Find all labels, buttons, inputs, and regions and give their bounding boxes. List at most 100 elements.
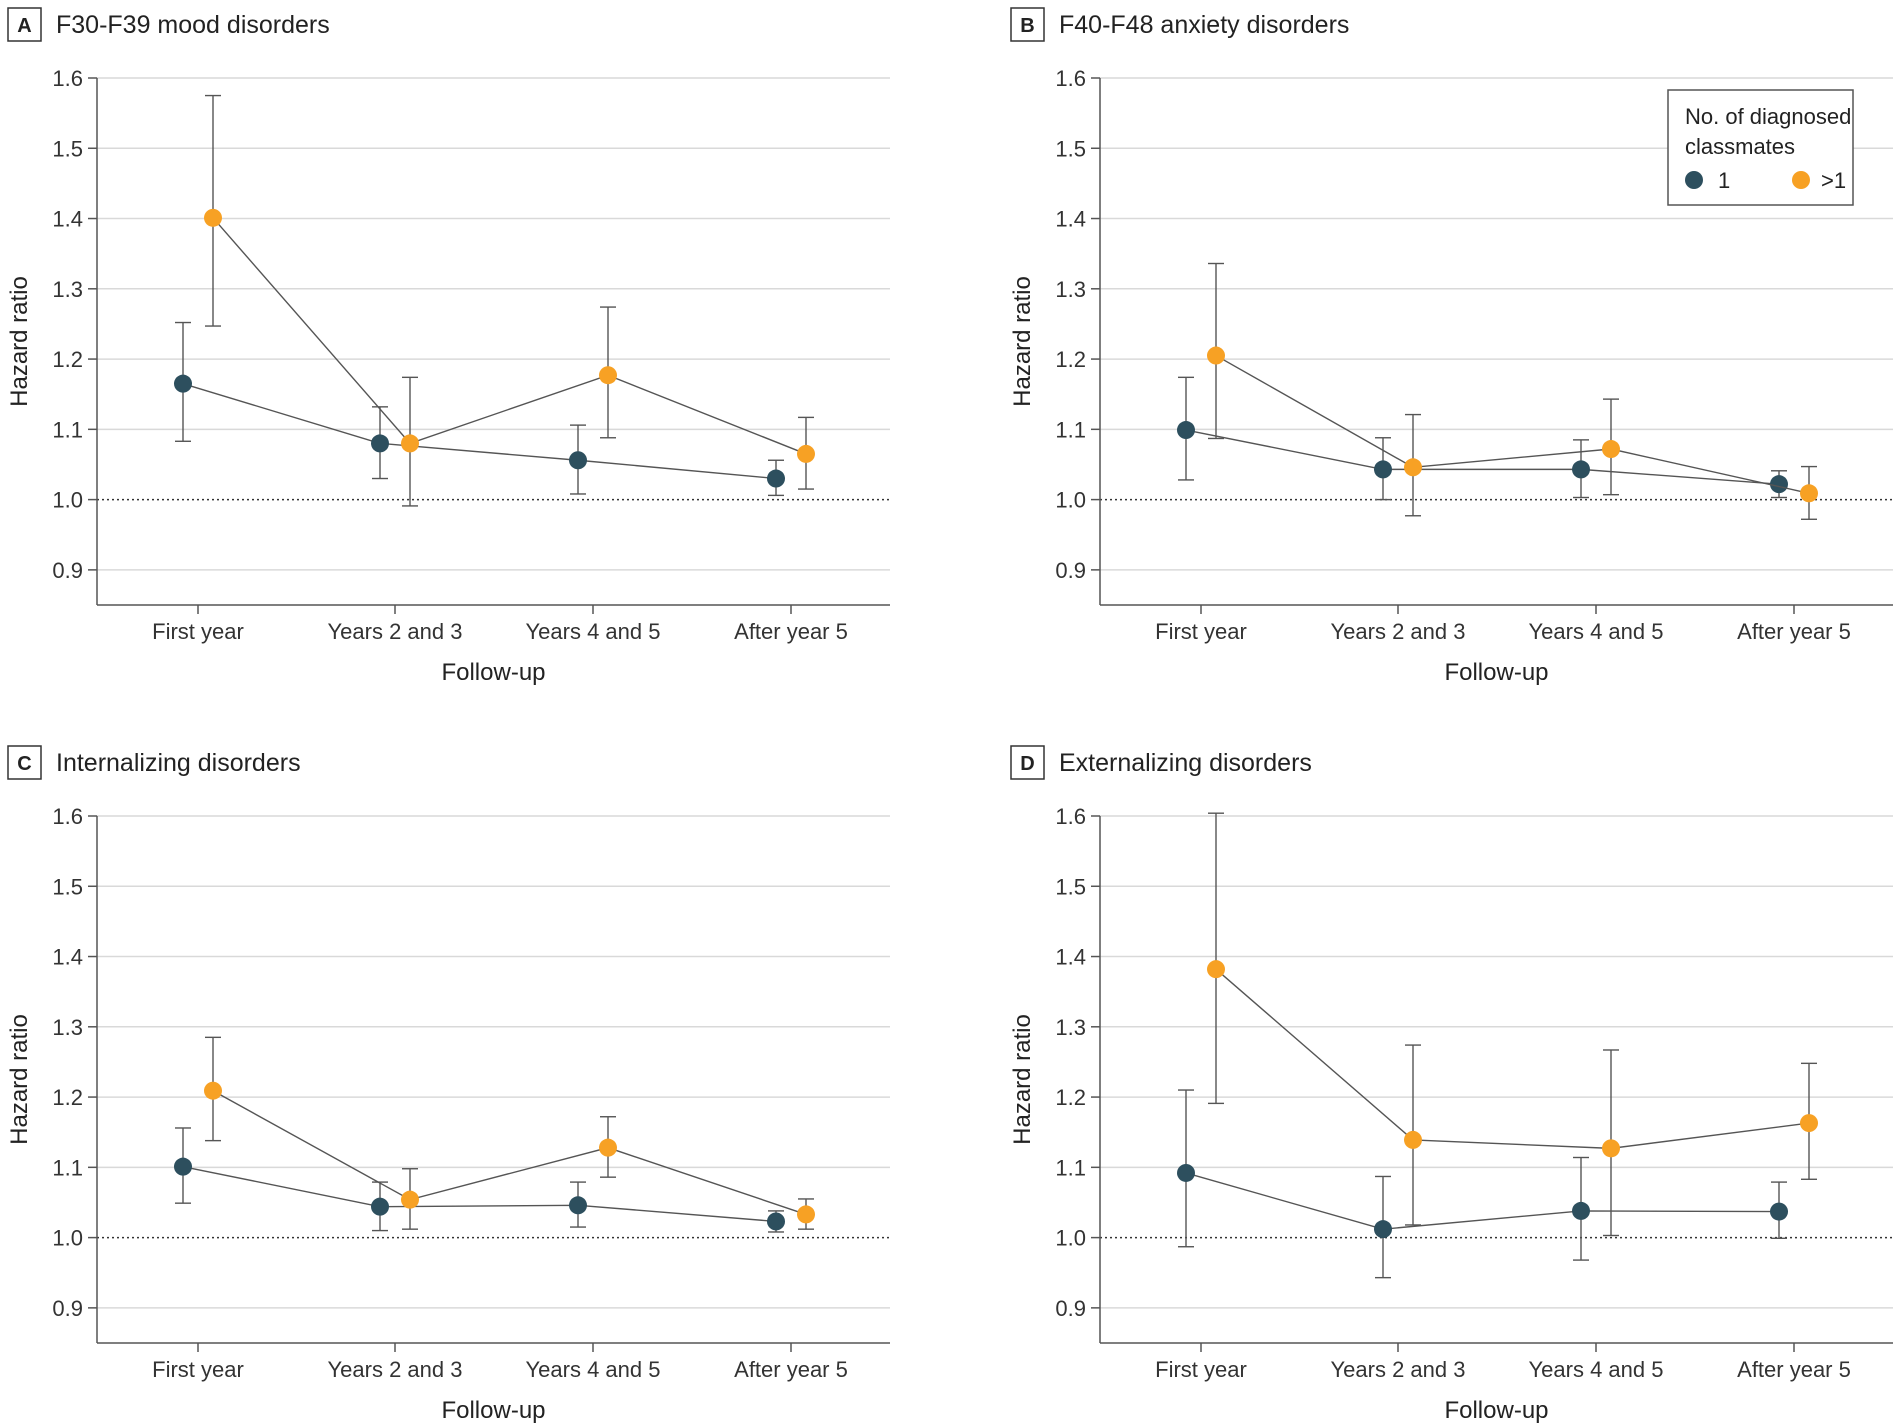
y-tick-label: 1.0 — [52, 488, 83, 513]
data-point-series-1 — [767, 469, 785, 488]
y-axis-label: Hazard ratio — [1009, 276, 1036, 407]
series-line-2 — [212, 1090, 807, 1216]
y-tick-label: 0.9 — [52, 558, 83, 583]
x-tick-label: Years 2 and 3 — [1331, 619, 1466, 644]
legend-item-series-1: 1 — [1718, 168, 1730, 193]
y-tick-label: 0.9 — [1055, 558, 1086, 583]
panel-A: A F30-F39 mood disorders 0.9 1.0 1.1 1.2 1.3 1.… — [6, 7, 890, 686]
legend-marker-series-2 — [1792, 171, 1810, 189]
y-tick-label: 1.3 — [52, 277, 83, 302]
y-tick-label: 1.6 — [1055, 804, 1086, 829]
x-tick-label: After year 5 — [1737, 619, 1851, 644]
y-tick-label: 1.5 — [52, 874, 83, 899]
x-axis-label: Follow-up — [441, 1397, 545, 1424]
data-point-series-2 — [1800, 1114, 1818, 1133]
data-point-series-1 — [569, 1196, 587, 1215]
y-tick-label: 0.9 — [1055, 1296, 1086, 1321]
data-point-series-1 — [1374, 1220, 1392, 1239]
y-tick-label: 1.6 — [1055, 66, 1086, 91]
x-tick-label: After year 5 — [734, 1357, 848, 1382]
data-point-series-1 — [1374, 460, 1392, 479]
x-tick-label: Years 4 and 5 — [526, 619, 661, 644]
y-axis-label: Hazard ratio — [1009, 1014, 1036, 1145]
panel-title: Internalizing disorders — [56, 749, 301, 777]
panel-letter: C — [17, 753, 31, 775]
data-point-series-2 — [1800, 484, 1818, 503]
panel-letter: D — [1020, 753, 1034, 775]
legend-item-series-2: >1 — [1821, 168, 1846, 193]
data-point-series-2 — [204, 1081, 222, 1100]
x-tick-label: Years 4 and 5 — [526, 1357, 661, 1382]
x-tick-label: Years 2 and 3 — [1331, 1357, 1466, 1382]
x-tick-label: Years 4 and 5 — [1529, 1357, 1664, 1382]
panel-C: C Internalizing disorders 0.9 1.0 1.1 1.2 1.3 1… — [6, 745, 890, 1424]
legend-title-line2: classmates — [1685, 134, 1795, 159]
x-tick-label: After year 5 — [734, 619, 848, 644]
data-point-series-2 — [1602, 440, 1620, 459]
panel-letter: B — [1020, 15, 1034, 37]
y-tick-label: 1.1 — [1055, 1155, 1086, 1180]
series-line-2 — [212, 217, 807, 455]
x-tick-label: First year — [1155, 619, 1247, 644]
data-point-series-1 — [1572, 1201, 1590, 1220]
data-point-series-2 — [204, 208, 222, 227]
x-tick-label: Years 4 and 5 — [1529, 619, 1664, 644]
x-tick-label: After year 5 — [1737, 1357, 1851, 1382]
y-tick-label: 1.4 — [52, 945, 83, 970]
y-tick-label: 1.4 — [1055, 207, 1086, 232]
y-tick-label: 1.3 — [1055, 277, 1086, 302]
x-axis-label: Follow-up — [1444, 1397, 1548, 1424]
y-tick-label: 1.4 — [52, 207, 83, 232]
y-tick-label: 1.1 — [52, 417, 83, 442]
data-point-series-1 — [371, 1197, 389, 1216]
data-point-series-2 — [797, 1205, 815, 1224]
legend: No. of diagnosed classmates 1 >1 — [1667, 89, 1854, 206]
x-tick-label: Years 2 and 3 — [328, 1357, 463, 1382]
panel-D: D Externalizing disorders 0.9 1.0 1.1 1.2 1.3 1… — [1009, 745, 1893, 1424]
data-point-series-2 — [797, 444, 815, 463]
y-tick-label: 1.2 — [52, 347, 83, 372]
series-line-2 — [1215, 968, 1810, 1150]
y-tick-label: 1.5 — [1055, 136, 1086, 161]
y-tick-label: 1.3 — [1055, 1015, 1086, 1040]
data-point-series-2 — [1207, 960, 1225, 979]
panel-letter-box — [1010, 745, 1045, 780]
y-tick-label: 1.1 — [52, 1155, 83, 1180]
series-line-2 — [1215, 354, 1810, 494]
data-point-series-1 — [174, 374, 192, 393]
x-tick-label: First year — [1155, 1357, 1247, 1382]
data-point-series-1 — [1177, 421, 1195, 440]
y-axis-label: Hazard ratio — [6, 276, 33, 407]
series-line-1 — [182, 1165, 777, 1223]
y-tick-label: 1.2 — [1055, 347, 1086, 372]
panel-title: F30-F39 mood disorders — [56, 11, 330, 39]
y-tick-label: 1.2 — [1055, 1085, 1086, 1110]
y-tick-label: 1.1 — [1055, 417, 1086, 442]
data-point-series-1 — [1770, 475, 1788, 494]
y-tick-label: 1.0 — [1055, 488, 1086, 513]
legend-marker-series-1 — [1685, 171, 1703, 189]
data-point-series-1 — [371, 434, 389, 453]
panel-title: F40-F48 anxiety disorders — [1059, 11, 1349, 39]
y-tick-label: 1.3 — [52, 1015, 83, 1040]
x-axis-label: Follow-up — [441, 659, 545, 686]
y-tick-label: 0.9 — [52, 1296, 83, 1321]
y-tick-label: 1.6 — [52, 804, 83, 829]
data-point-series-2 — [401, 1190, 419, 1209]
y-tick-label: 1.5 — [52, 136, 83, 161]
y-tick-label: 1.2 — [52, 1085, 83, 1110]
panel-letter-box — [7, 745, 42, 780]
y-tick-label: 1.0 — [52, 1226, 83, 1251]
data-point-series-1 — [1177, 1163, 1195, 1182]
panel-letter: A — [17, 15, 31, 37]
panel-title: Externalizing disorders — [1059, 749, 1312, 777]
data-point-series-2 — [401, 434, 419, 453]
data-point-series-1 — [767, 1212, 785, 1231]
series-line-1 — [1185, 1172, 1780, 1230]
series-line-1 — [182, 382, 777, 480]
legend-title-line1: No. of diagnosed — [1685, 104, 1851, 129]
panel-letter-box — [1010, 7, 1045, 42]
y-tick-label: 1.4 — [1055, 945, 1086, 970]
data-point-series-1 — [174, 1157, 192, 1176]
